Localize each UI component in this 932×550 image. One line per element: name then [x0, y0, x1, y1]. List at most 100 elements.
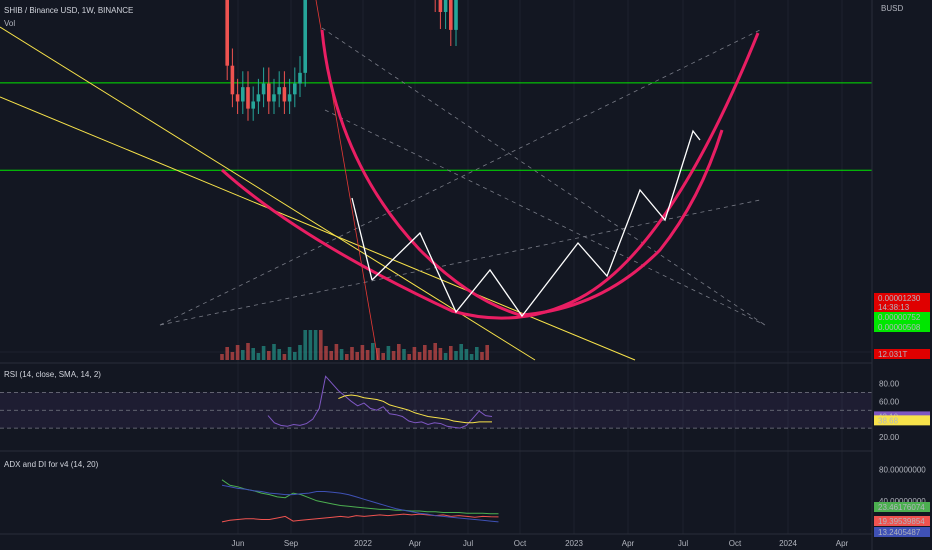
volume-bar — [464, 349, 469, 360]
candle-body[interactable] — [225, 0, 229, 66]
adx-value: 23.46176074 — [878, 503, 925, 512]
volume-bar — [282, 354, 287, 360]
volume-bar — [360, 345, 365, 360]
volume-bar — [324, 346, 328, 360]
volume-bar — [376, 348, 380, 360]
volume-bar — [386, 346, 391, 360]
adx-value: 19.39539854 — [878, 517, 925, 526]
price-badge — [874, 293, 930, 303]
rsi-series-0[interactable] — [267, 375, 493, 429]
time-tick-label: Jul — [463, 539, 473, 548]
candle-body[interactable] — [293, 83, 297, 95]
candle-body[interactable] — [230, 65, 235, 95]
candle-body[interactable] — [272, 94, 276, 102]
candle-body[interactable] — [282, 87, 287, 102]
price-badge-value: 12.031T — [878, 350, 907, 359]
volume-bar — [381, 353, 385, 360]
price-badge — [874, 322, 930, 332]
time-tick-label: 2024 — [779, 539, 797, 548]
adx-series-1[interactable] — [221, 513, 499, 523]
volume-bar — [235, 345, 240, 360]
volume-bar — [443, 353, 448, 360]
volume-bar — [293, 352, 297, 360]
volume-bar — [246, 343, 250, 360]
time-tick-label: Sep — [284, 539, 299, 548]
volume-bar — [225, 347, 229, 360]
guide-line-c — [324, 109, 766, 326]
volume-bar — [454, 351, 458, 360]
chart-grid — [0, 0, 872, 534]
adx-value-badge — [874, 527, 930, 537]
volume-bar — [230, 352, 235, 360]
adx-tick-label: 40.00000000 — [879, 497, 926, 506]
candles — [225, 0, 458, 121]
volume-bar — [438, 348, 443, 360]
candle-body[interactable] — [454, 0, 458, 30]
time-tick-label: Jun — [232, 539, 245, 548]
cup-outer-arc[interactable] — [220, 32, 760, 320]
candle-body[interactable] — [449, 0, 453, 30]
price-badges: 0.000088810.000039440.0000123014:38:130.… — [874, 293, 930, 359]
rsi-tick-label: 80.00 — [879, 379, 900, 388]
volume-bar — [298, 345, 302, 360]
candle-body[interactable] — [256, 94, 261, 102]
candle-body[interactable] — [241, 87, 245, 102]
volume-bar — [485, 345, 489, 360]
time-tick-label: Oct — [729, 539, 742, 548]
candle-body[interactable] — [298, 72, 302, 84]
time-tick-label: Apr — [409, 539, 422, 548]
time-axis-ticks: Jun Sep 2022 Apr Jul Oct 2023 Apr Jul Oct 2024 Apr — [232, 539, 849, 548]
candle-body[interactable] — [287, 94, 292, 102]
time-tick-label: Apr — [836, 539, 849, 548]
price-badge-value: 0.00001230 — [878, 294, 921, 303]
volume-bar — [261, 346, 266, 360]
projection-path[interactable] — [371, 129, 701, 318]
chart-title: SHIB / Binance USD, 1W, BINANCE — [4, 6, 133, 15]
trendline-upper[interactable] — [0, 26, 536, 361]
candle-body[interactable] — [277, 87, 281, 95]
candle-body[interactable] — [246, 87, 250, 109]
volume-bar — [272, 344, 276, 360]
volume-bars — [220, 330, 489, 360]
volume-bar — [449, 346, 453, 360]
adx-value: 13.2405487 — [878, 528, 921, 537]
time-tick-label: 2023 — [565, 539, 583, 548]
time-tick-label: Apr — [622, 539, 635, 548]
volume-bar — [402, 349, 406, 360]
adx-series-0[interactable] — [221, 479, 499, 515]
time-tick-label: Jul — [678, 539, 688, 548]
candle-body[interactable] — [251, 101, 255, 109]
currency-label: BUSD — [881, 4, 903, 13]
candle-body[interactable] — [267, 83, 271, 102]
volume-bar — [428, 350, 432, 360]
candle-body[interactable] — [235, 94, 240, 102]
cup-inner-arc[interactable] — [320, 29, 724, 317]
candle-body[interactable] — [438, 0, 443, 13]
vol-label: Vol — [4, 19, 15, 28]
candle-body[interactable] — [261, 83, 266, 95]
adx-series-2[interactable] — [221, 484, 499, 523]
candle-body[interactable] — [303, 0, 307, 73]
adx-title: ADX and DI for v4 (14, 20) — [4, 460, 99, 469]
rsi-pane — [0, 375, 872, 429]
volume-bar — [480, 352, 484, 360]
volume-bar — [267, 351, 271, 360]
volume-bar — [313, 330, 318, 360]
trend-drawings — [0, 0, 766, 361]
adx-value-badge — [874, 502, 930, 512]
candle-body[interactable] — [443, 0, 448, 12]
volume-bar — [303, 330, 307, 360]
volume-bar — [339, 349, 344, 360]
projection-start — [351, 197, 373, 281]
adx-value-badge — [874, 516, 930, 526]
price-axis[interactable] — [872, 0, 932, 550]
horizontal-levels — [0, 82, 872, 171]
volume-bar — [220, 354, 224, 360]
volume-bar — [469, 354, 474, 360]
rsi-series-1[interactable] — [338, 394, 492, 424]
volume-bar — [412, 347, 417, 360]
